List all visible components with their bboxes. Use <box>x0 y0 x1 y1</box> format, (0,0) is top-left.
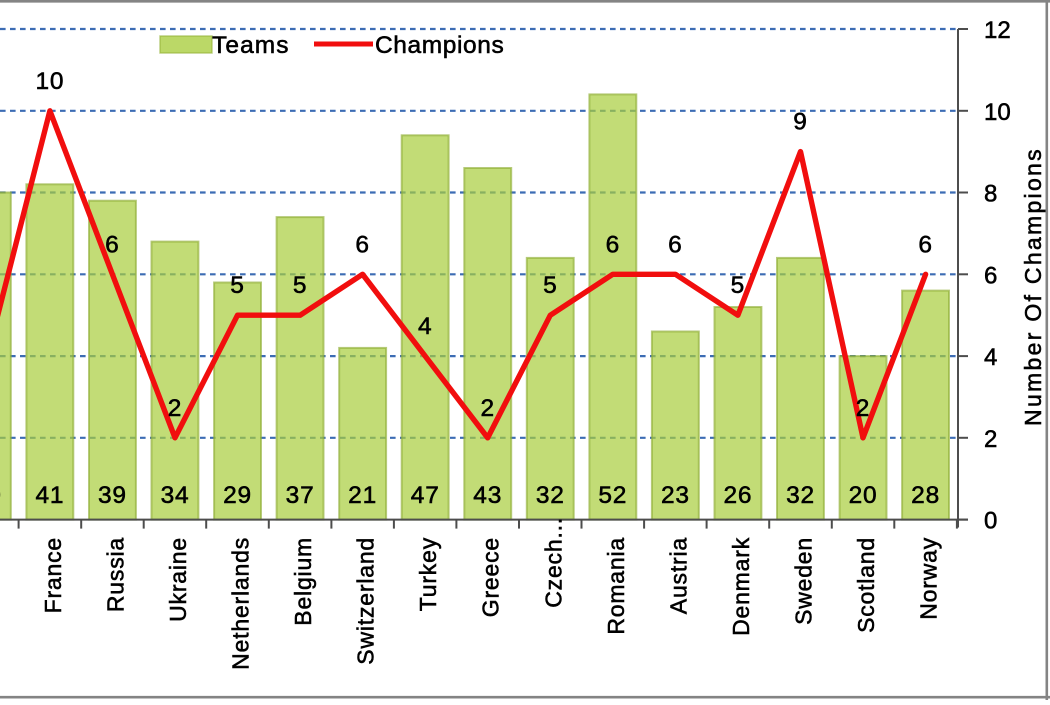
svg-text:Austria: Austria <box>665 537 691 614</box>
svg-text:Sweden: Sweden <box>791 537 817 625</box>
svg-text:Ukraine: Ukraine <box>165 537 191 622</box>
svg-text:Czech...: Czech... <box>540 517 566 608</box>
svg-text:39: 39 <box>98 482 127 509</box>
svg-text:6: 6 <box>918 231 932 258</box>
svg-text:32: 32 <box>786 482 815 509</box>
svg-text:Teams: Teams <box>212 32 290 59</box>
svg-text:5: 5 <box>230 272 244 299</box>
svg-text:28: 28 <box>911 482 940 509</box>
svg-text:8: 8 <box>984 181 997 208</box>
svg-text:Russia: Russia <box>102 537 128 612</box>
svg-text:37: 37 <box>286 482 315 509</box>
svg-text:34: 34 <box>161 482 190 509</box>
svg-text:6: 6 <box>668 231 682 258</box>
svg-text:Denmark: Denmark <box>728 537 754 636</box>
svg-text:41: 41 <box>35 482 64 509</box>
svg-text:4: 4 <box>984 344 997 371</box>
svg-text:Netherlands: Netherlands <box>228 537 254 670</box>
svg-text:52: 52 <box>598 482 627 509</box>
svg-text:Switzerland: Switzerland <box>353 537 379 665</box>
svg-text:10: 10 <box>35 68 64 95</box>
svg-text:Belgium: Belgium <box>290 537 316 626</box>
svg-text:Champions: Champions <box>375 32 504 59</box>
svg-text:2: 2 <box>168 395 182 422</box>
svg-text:5: 5 <box>293 272 307 299</box>
svg-text:32: 32 <box>536 482 565 509</box>
svg-text:20: 20 <box>849 482 878 509</box>
svg-text:21: 21 <box>348 482 377 509</box>
svg-text:2: 2 <box>480 395 494 422</box>
svg-text:23: 23 <box>661 482 690 509</box>
svg-text:47: 47 <box>411 482 440 509</box>
svg-text:6: 6 <box>105 231 119 258</box>
svg-text:France: France <box>40 537 66 613</box>
svg-text:5: 5 <box>543 272 557 299</box>
svg-text:Norway: Norway <box>916 537 942 620</box>
svg-text:29: 29 <box>223 482 252 509</box>
svg-text:Scotland: Scotland <box>853 537 879 633</box>
svg-text:2: 2 <box>856 395 870 422</box>
svg-text:26: 26 <box>723 482 752 509</box>
svg-text:Romania: Romania <box>603 537 629 635</box>
svg-text:0: 0 <box>984 508 997 535</box>
svg-text:2: 2 <box>984 426 997 453</box>
svg-text:Turkey: Turkey <box>415 537 441 611</box>
svg-text:12: 12 <box>984 17 1011 44</box>
svg-text:43: 43 <box>473 482 502 509</box>
svg-text:4: 4 <box>418 313 432 340</box>
svg-text:6: 6 <box>606 231 620 258</box>
svg-text:6: 6 <box>984 262 997 289</box>
svg-text:40: 40 <box>0 482 2 509</box>
svg-text:Number Of Champions: Number Of Champions <box>1020 147 1046 426</box>
svg-text:6: 6 <box>355 231 369 258</box>
svg-text:Greece: Greece <box>478 537 504 617</box>
svg-text:9: 9 <box>793 109 807 136</box>
svg-text:5: 5 <box>731 272 745 299</box>
svg-text:10: 10 <box>984 99 1011 126</box>
